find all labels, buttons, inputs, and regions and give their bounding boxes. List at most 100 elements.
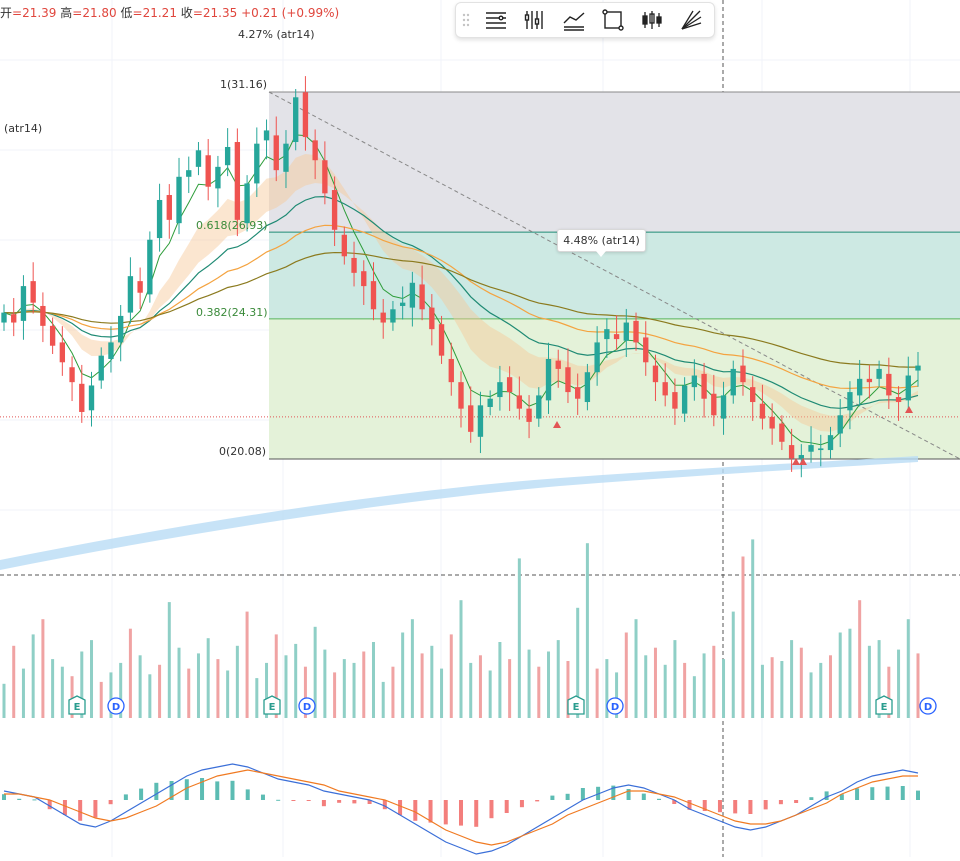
dividend-badge[interactable]: D (606, 697, 624, 715)
macd-histogram-bar (260, 794, 265, 800)
dividend-badge[interactable]: D (107, 697, 125, 715)
close-label: 收 (180, 6, 193, 20)
volume-bar (887, 666, 891, 718)
fibonacci-zones[interactable] (0, 91, 960, 460)
macd-histogram-bar (474, 800, 479, 827)
volume-bar (751, 539, 755, 718)
volume-bar (848, 628, 852, 718)
candle-body (429, 307, 435, 330)
drawing-toolbar[interactable] (455, 2, 715, 38)
candles-icon[interactable] (632, 3, 671, 37)
moving-averages (0, 134, 919, 570)
candle-body (69, 367, 75, 383)
candle-body (477, 405, 484, 437)
badge-letter: E (573, 702, 580, 713)
macd-histogram-bar (382, 800, 387, 810)
indicator-bars-icon[interactable] (515, 3, 554, 37)
candle-body (701, 373, 707, 399)
macd-histogram-bar (321, 800, 326, 807)
candle-body (88, 385, 95, 411)
candle-body (166, 195, 172, 220)
macd-histogram-bar (611, 785, 616, 800)
macd-histogram-bar (733, 800, 738, 814)
macd-histogram-bar (459, 800, 463, 826)
volume-bar (255, 678, 259, 718)
ema-fast-line (3, 134, 919, 446)
candle-body (20, 286, 27, 321)
macd-histogram-bar (565, 793, 570, 800)
earnings-badge[interactable]: E (875, 695, 893, 715)
earnings-badge[interactable]: E (263, 695, 281, 715)
volume-bar (828, 655, 832, 718)
macd-histogram-bar (657, 798, 662, 800)
volume-bar (906, 619, 910, 718)
candle-body (30, 281, 36, 303)
candle-body (497, 382, 503, 398)
candle-body (516, 395, 523, 409)
candle-body (468, 405, 474, 432)
candle-body (458, 382, 464, 409)
volume-bar (799, 647, 803, 718)
candle-body (176, 176, 182, 224)
candle-body (49, 325, 56, 346)
volume-bar (294, 643, 298, 718)
volume-bar (673, 640, 677, 718)
volume-bar (21, 668, 25, 718)
candle-body (662, 382, 668, 396)
volume-bar (158, 664, 162, 718)
high-label: 高 (60, 6, 73, 20)
volume-bar (420, 653, 424, 718)
volume-bar (109, 672, 113, 718)
candle-body (895, 397, 902, 403)
dividend-badge[interactable]: D (298, 697, 316, 715)
earnings-badge-shape (263, 695, 281, 715)
drag-handle-icon[interactable] (456, 3, 476, 37)
signal-marker (799, 458, 807, 465)
volume-bar (683, 662, 687, 718)
volume-bar (566, 661, 570, 718)
macd-histogram-bar (184, 779, 189, 800)
candle-body (788, 445, 795, 459)
macd-histogram-bar (230, 780, 235, 800)
horizontal-lines-icon[interactable] (476, 3, 515, 37)
macd-histogram-bar (78, 800, 83, 821)
ohlc-legend: 开=21.39 高=21.80 低=21.21 收=21.35 +0.21 (+… (0, 4, 339, 21)
candle-body (79, 383, 85, 412)
macd-histogram-bar (276, 799, 281, 801)
macd-histogram-bar (367, 800, 372, 804)
fan-icon[interactable] (671, 3, 710, 37)
macd-histogram-bar (916, 790, 920, 800)
candle-body (351, 257, 357, 273)
atr-callout[interactable]: 4.48% (atr14) (557, 229, 646, 257)
candle-body (720, 395, 727, 419)
dividend-badge[interactable]: D (919, 697, 937, 715)
volume-bar (644, 655, 648, 718)
badge-letter: D (611, 702, 619, 713)
volume-bar (265, 662, 269, 718)
volume-bar (235, 645, 239, 718)
candle-body (594, 342, 600, 373)
volume-bar (391, 666, 395, 718)
candle-body (672, 392, 678, 409)
dividend-badge-shape (606, 697, 624, 715)
volume-bar (430, 645, 434, 718)
earnings-badge[interactable]: E (567, 695, 585, 715)
candle-body (322, 160, 328, 194)
line-tool-icon[interactable] (554, 3, 593, 37)
candle-body (399, 302, 406, 306)
volume-bar (498, 642, 502, 718)
rectangle-icon[interactable] (593, 3, 632, 37)
macd-histogram-bar (824, 791, 829, 800)
volume-bar (177, 647, 181, 718)
candle-body (409, 282, 416, 308)
volume-bar (527, 649, 531, 718)
volume-bar (663, 664, 667, 718)
badge-letter: E (269, 702, 276, 713)
signal-marker (905, 406, 913, 413)
candle-body (127, 276, 134, 313)
earnings-badge-shape (875, 695, 893, 715)
macd-histogram-bar (778, 800, 783, 805)
earnings-badge[interactable]: E (68, 695, 86, 715)
